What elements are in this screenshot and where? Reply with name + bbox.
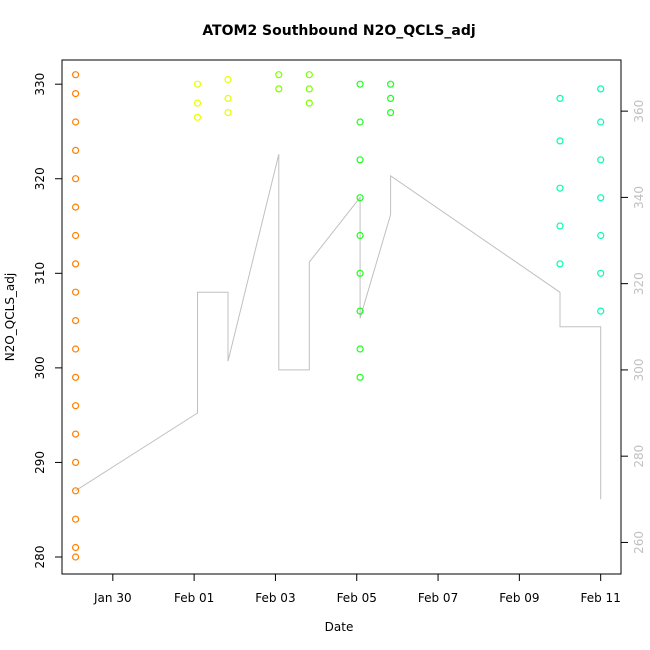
x-tick-label: Feb 07 — [418, 591, 458, 605]
y-left-tick-label: 300 — [33, 356, 47, 379]
data-point-flight-1 — [71, 89, 80, 98]
data-point-flight-1 — [71, 553, 80, 561]
data-point-flight-4 — [356, 118, 364, 126]
x-tick-label: Feb 05 — [337, 591, 377, 605]
data-point-flight-1 — [71, 515, 80, 523]
x-tick-label: Feb 01 — [174, 591, 214, 605]
y-axis-title: N2O_QCLS_adj — [3, 273, 17, 362]
chart-title: ATOM2 Southbound N2O_QCLS_adj — [202, 23, 475, 39]
data-point-flight-2 — [224, 108, 232, 117]
y-right-tick-label: 360 — [632, 100, 646, 123]
y-axis-left: 280 290 300 310 320 330 — [33, 73, 63, 569]
data-point-flight-5 — [597, 156, 605, 164]
y-right-tick-label: 300 — [632, 358, 646, 381]
data-point-flight-4 — [356, 373, 364, 381]
data-point-flight-1 — [71, 458, 80, 466]
y-left-tick-label: 310 — [33, 262, 47, 285]
data-point-flight-4 — [356, 231, 364, 240]
data-point-flight-4 — [356, 269, 364, 277]
data-point-flight-4 — [356, 80, 364, 88]
data-point-flight-5 — [597, 85, 605, 93]
data-point-flight-5 — [597, 194, 605, 202]
x-tick-label: Feb 03 — [255, 591, 295, 605]
altitude-series — [75, 154, 602, 500]
data-point-flight-1 — [71, 231, 80, 240]
data-point-flight-4 — [356, 345, 364, 353]
data-point-flight-5 — [556, 260, 564, 268]
data-point-flight-3 — [275, 71, 283, 79]
data-point-flight-1 — [71, 288, 80, 296]
data-point-flight-5 — [597, 307, 605, 315]
data-point-flight-5 — [597, 118, 605, 126]
data-point-flight-5 — [556, 137, 564, 145]
y-left-tick-label: 280 — [33, 546, 47, 569]
data-point-flight-2 — [193, 80, 202, 88]
altitude-line — [75, 154, 602, 500]
data-point-flight-1 — [71, 402, 80, 410]
data-point-flight-5 — [556, 222, 564, 230]
data-point-flight-4 — [356, 194, 364, 202]
data-point-flight-1 — [71, 345, 80, 353]
y-right-tick-label: 340 — [632, 186, 646, 209]
x-axis-title: Date — [325, 620, 354, 634]
data-point-flight-1 — [71, 487, 80, 495]
data-point-flight-1 — [71, 118, 80, 126]
y-right-tick-label: 280 — [632, 445, 646, 468]
data-point-flight-4 — [387, 94, 395, 103]
data-point-flight-3 — [305, 71, 313, 79]
data-point-flight-4 — [387, 80, 395, 88]
data-point-flight-2 — [193, 99, 202, 107]
y-left-tick-label: 330 — [33, 73, 47, 96]
data-point-flight-1 — [71, 317, 80, 325]
data-point-flight-1 — [71, 175, 80, 183]
data-point-flight-1 — [71, 71, 80, 79]
x-axis: Jan 30 Feb 01 Feb 03 Feb 05 Feb 07 Feb 09 Feb … — [93, 573, 621, 605]
data-point-flight-1 — [71, 146, 80, 154]
data-point-flight-1 — [71, 373, 80, 381]
y-right-tick-label: 320 — [632, 272, 646, 295]
data-point-flight-4 — [356, 307, 364, 315]
data-point-flight-3 — [275, 85, 283, 93]
data-point-flight-1 — [71, 543, 80, 552]
data-point-flight-3 — [305, 99, 313, 107]
data-point-flight-4 — [387, 108, 395, 117]
n2o-points — [71, 71, 605, 561]
data-point-flight-4 — [356, 156, 364, 164]
data-point-flight-5 — [556, 94, 564, 103]
data-point-flight-5 — [597, 269, 605, 277]
y-left-tick-label: 290 — [33, 451, 47, 474]
data-point-flight-1 — [71, 260, 80, 268]
x-tick-label: Feb 09 — [499, 591, 539, 605]
data-point-flight-2 — [193, 113, 202, 121]
y-left-tick-label: 320 — [33, 167, 47, 190]
data-point-flight-2 — [224, 94, 232, 103]
data-point-flight-1 — [71, 203, 80, 211]
x-tick-label: Jan 30 — [93, 591, 132, 605]
x-tick-label: Feb 11 — [581, 591, 621, 605]
y-right-tick-label: 260 — [632, 531, 646, 554]
y-axis-right: 260 280 300 320 340 360 — [620, 100, 646, 554]
data-point-flight-1 — [71, 430, 80, 438]
data-point-flight-5 — [597, 231, 605, 240]
data-point-flight-3 — [305, 85, 313, 93]
data-point-flight-5 — [556, 184, 564, 192]
data-point-flight-2 — [224, 75, 232, 84]
